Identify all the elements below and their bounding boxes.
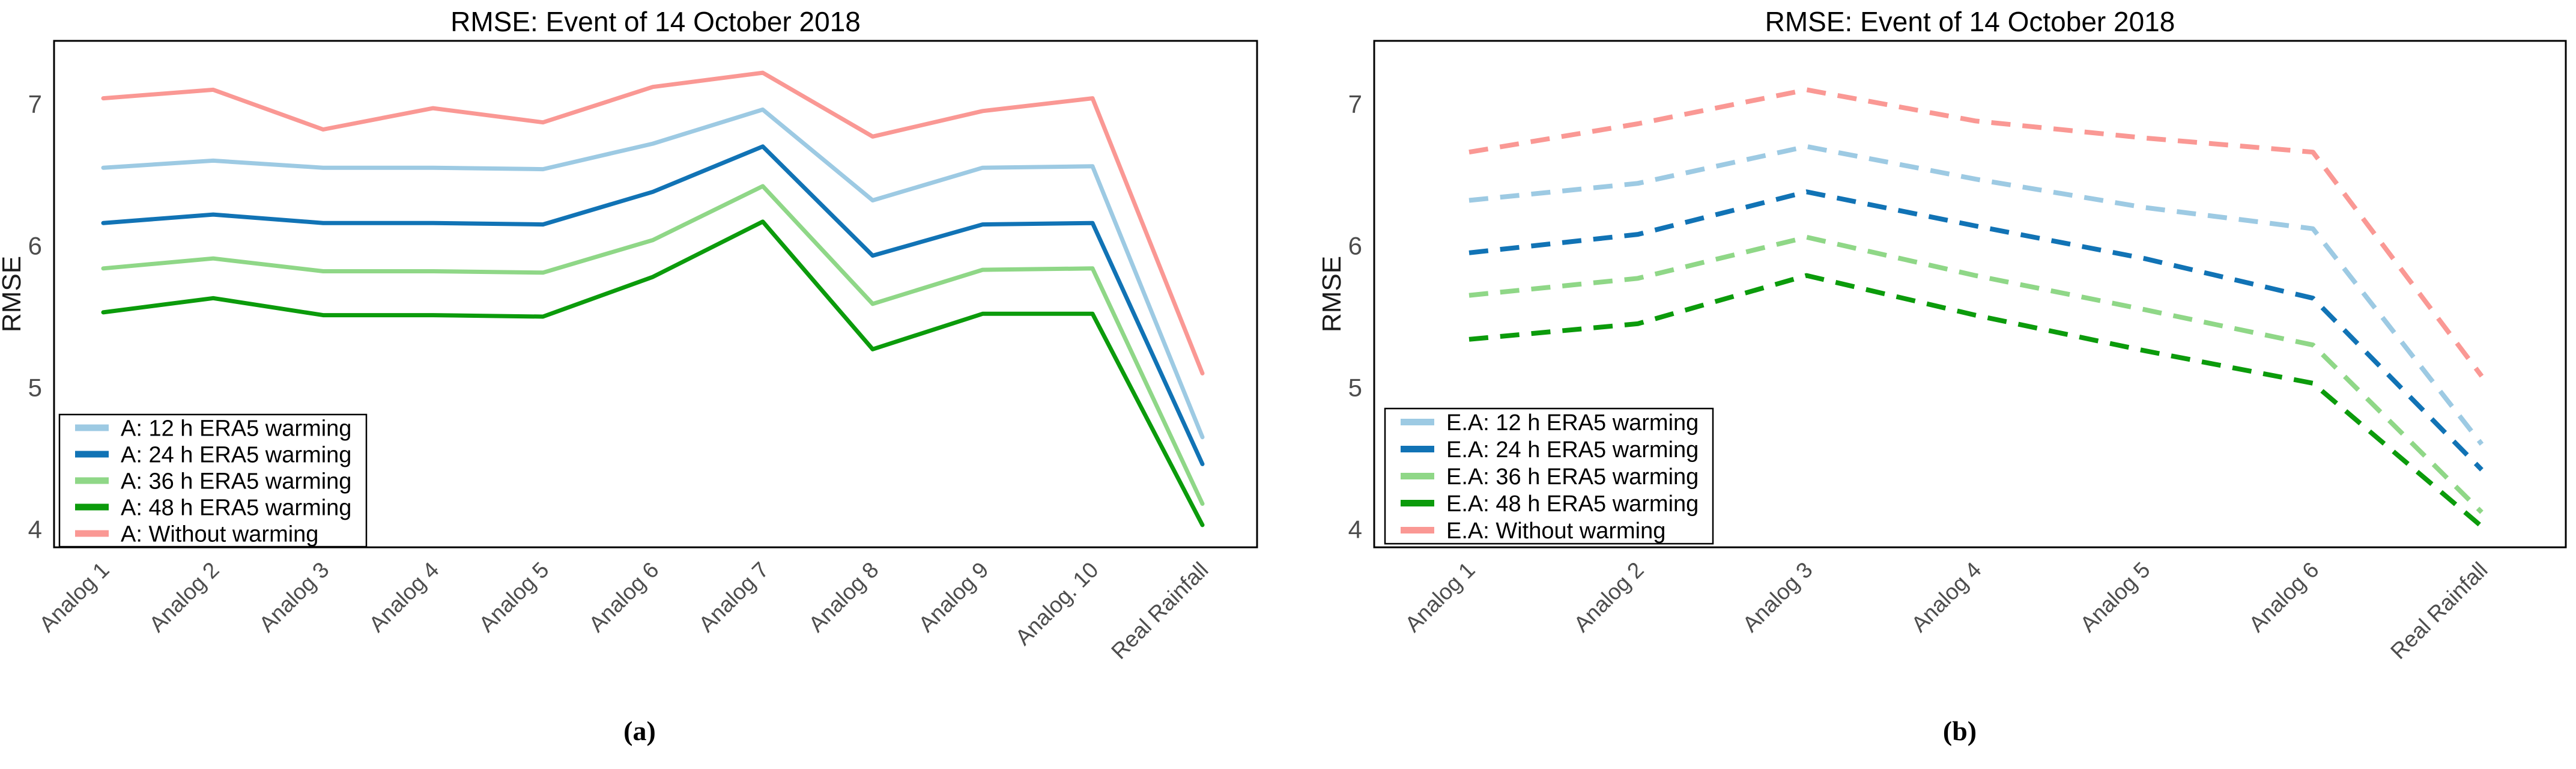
panel-a-ytick: 6: [28, 232, 42, 260]
panel-a-legend-box: [58, 413, 368, 548]
panel-a-series-line: [101, 144, 1205, 466]
panel-a-ytick: 5: [28, 374, 42, 402]
panel-b-series-line: [1468, 144, 2484, 446]
panel-a-xtick: Analog. 10: [1011, 558, 1103, 650]
panel-b-ytick: 7: [1348, 90, 1362, 118]
panel-a: RMSE: Event of 14 October 2018 RMSE 7 6 5 4 An…: [0, 6, 1258, 746]
panel-a-legend-label: A: Without warming: [121, 521, 318, 547]
panel-a-series-line: [101, 107, 1205, 440]
panel-b-xtick: Real Rainfall: [2386, 558, 2492, 664]
panel-b-ytick: 6: [1348, 232, 1362, 260]
panel-a-xtick: Analog 9: [914, 558, 993, 637]
panel-b-title: RMSE: Event of 14 October 2018: [1765, 6, 2175, 37]
panel-b-legend-label: E.A: 24 h ERA5 warming: [1446, 437, 1699, 463]
panel-b: RMSE: Event of 14 October 2018 RMSE 7 6 5 4 An…: [1317, 6, 2567, 746]
panel-a-ylabel: RMSE: [0, 256, 26, 332]
panel-a-legend-label: A: 48 h ERA5 warming: [121, 495, 351, 520]
panel-a-title: RMSE: Event of 14 October 2018: [450, 6, 861, 37]
panel-a-ytick: 7: [28, 90, 42, 118]
panel-a-caption: (a): [623, 716, 656, 746]
panel-b-legend-label: E.A: 48 h ERA5 warming: [1446, 491, 1699, 517]
panel-a-xtick: Analog 5: [474, 558, 553, 637]
panel-a-xtick: Analog 4: [364, 558, 443, 637]
panel-b-xtick: Analog 3: [1738, 558, 1817, 637]
panel-b-ylabel: RMSE: [1317, 256, 1347, 332]
panel-a-xtick: Analog 3: [254, 558, 333, 637]
panel-a-xtick: Real Rainfall: [1106, 558, 1213, 664]
panel-b-legend-label: E.A: 36 h ERA5 warming: [1446, 464, 1699, 490]
panel-b-series-line: [1468, 87, 2484, 378]
panel-a-xtick: Analog 7: [694, 558, 773, 637]
panel-b-xtick: Analog 6: [2244, 558, 2323, 637]
panel-b-xtick: Analog 1: [1400, 558, 1479, 637]
panel-b-series-line: [1468, 273, 2484, 529]
panel-b-xtick: Analog 2: [1569, 558, 1648, 637]
panel-a-series-line: [101, 184, 1205, 506]
panel-a-series-line: [101, 70, 1205, 375]
panel-a-legend-label: A: 12 h ERA5 warming: [121, 416, 351, 441]
panel-b-xtick: Analog 5: [2075, 558, 2154, 637]
panel-a-xtick: Analog 8: [804, 558, 883, 637]
panel-a-legend-label: A: 36 h ERA5 warming: [121, 469, 351, 494]
panel-a-series-line: [101, 219, 1205, 527]
panel-a-xtick: Analog 2: [144, 558, 223, 637]
panel-b-series-line: [1468, 189, 2484, 472]
panel-b-legend-label: E.A: 12 h ERA5 warming: [1446, 410, 1699, 436]
panel-b-legend-box: [1384, 407, 1714, 545]
panel-b-xtick: Analog 4: [1906, 558, 1986, 637]
panel-b-series-line: [1468, 234, 2484, 514]
panel-b-plot-border: [1373, 40, 2567, 549]
panel-a-legend-label: A: 24 h ERA5 warming: [121, 442, 351, 467]
panel-a-ytick: 4: [28, 515, 42, 544]
panel-a-plot-border: [53, 40, 1258, 549]
panel-a-xtick: Analog 1: [34, 558, 114, 637]
panel-a-xtick: Analog 6: [584, 558, 663, 637]
panel-b-ytick: 4: [1348, 515, 1362, 544]
panel-b-legend-label: E.A: Without warming: [1446, 518, 1665, 544]
panel-b-caption: (b): [1943, 716, 1977, 746]
panel-b-ytick: 5: [1348, 374, 1362, 402]
